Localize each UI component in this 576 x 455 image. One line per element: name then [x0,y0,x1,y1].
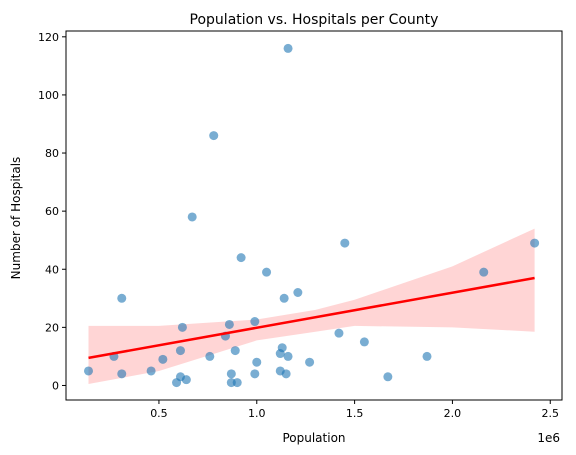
y-tick-label: 60 [45,205,59,218]
data-point [236,253,246,263]
confidence-band [88,228,535,385]
data-point [158,354,168,364]
data-point [205,351,215,361]
chart-title: Population vs. Hospitals per County [190,12,439,28]
data-point [283,351,293,361]
regression-line [88,276,535,360]
y-tick-label: 40 [45,263,59,276]
data-point [177,322,187,332]
y-tick-label: 100 [38,89,59,102]
data-point [334,328,344,338]
data-point [181,375,191,385]
plot-frame [65,30,563,401]
x-axis-offset-label: 1e6 [537,431,560,445]
data-point [383,372,393,382]
axes-layer: 0.5 1.0 1.5 2.0 2.5 0 20 40 60 80 100 120 [38,30,563,420]
data-point [277,343,287,353]
y-axis-label: Number of Hospitals [9,157,23,280]
data-point [232,378,242,388]
data-point [305,357,315,367]
x-tick-label: 1.0 [248,407,266,420]
data-point [84,366,94,376]
data-point [293,287,303,297]
x-axis-label: Population [282,431,345,445]
x-tick-label: 0.5 [150,407,168,420]
data-point [359,337,369,347]
points-layer [84,43,540,388]
data-point [422,351,432,361]
data-point [187,212,197,222]
x-tick-label: 1.5 [346,407,364,420]
data-point [250,317,260,327]
confidence-band-layer [88,228,535,385]
data-point [146,366,156,376]
data-point [117,293,127,303]
data-point [479,267,489,277]
x-tick-label: 2.0 [444,407,462,420]
y-tick-label: 20 [45,321,59,334]
data-point [252,357,262,367]
data-point [530,238,540,248]
data-point [281,369,291,379]
data-point [250,369,260,379]
data-point [283,43,293,53]
regression-line-layer [88,276,535,360]
data-point [175,346,185,356]
x-tick-label: 2.5 [542,407,560,420]
data-point [117,369,127,379]
y-axis-label-box: Number of Hospitals [9,157,23,280]
y-tick-label: 80 [45,147,59,160]
data-point [279,293,289,303]
data-point [340,238,350,248]
data-point [209,131,219,141]
y-tick-label: 120 [38,31,59,44]
data-point [262,267,272,277]
data-point [224,319,234,329]
data-point [226,369,236,379]
y-tick-label: 0 [52,379,59,392]
data-point [230,346,240,356]
